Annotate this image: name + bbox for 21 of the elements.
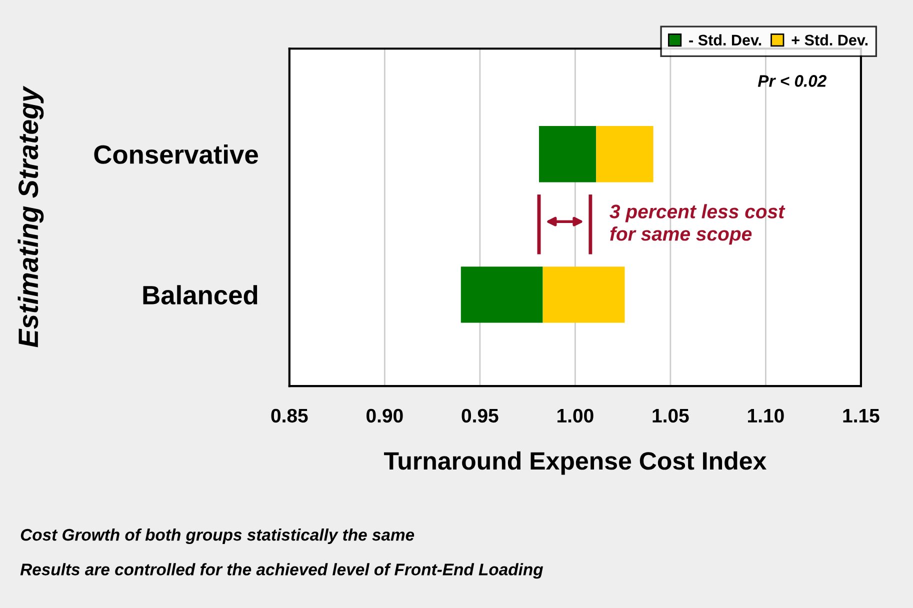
x-tick-label: 1.00 bbox=[557, 408, 594, 423]
x-tick-label: 0.90 bbox=[366, 408, 403, 423]
y-tick-label: Conservative bbox=[94, 144, 258, 164]
y-axis-title: Estimating Strategy bbox=[18, 86, 44, 348]
y-tick-label: Balanced bbox=[143, 285, 258, 305]
x-tick-label: 1.15 bbox=[843, 409, 880, 423]
legend-label: + Std. Dev. bbox=[792, 34, 868, 46]
bar bbox=[542, 266, 625, 323]
legend-label: - Std. Dev. bbox=[689, 34, 762, 46]
x-tick-label: 1.05 bbox=[652, 408, 689, 423]
x-tick-label: 0.85 bbox=[271, 408, 308, 423]
x-axis-title: Turnaround Expense Cost Index bbox=[384, 451, 766, 475]
text: Cost Growth of both groups statistically the same bbox=[20, 528, 414, 544]
bar bbox=[460, 266, 543, 323]
bar bbox=[538, 126, 596, 182]
annotation: Pr < 0.02 bbox=[758, 75, 826, 87]
x-tick-label: 1.10 bbox=[748, 408, 784, 423]
annotation: 3 percent less cost for same scope bbox=[610, 204, 786, 245]
x-tick-label: 0.95 bbox=[462, 408, 498, 423]
bar bbox=[596, 126, 654, 182]
text: Results are controlled for the achieved level of Front-End Loading bbox=[20, 563, 544, 579]
